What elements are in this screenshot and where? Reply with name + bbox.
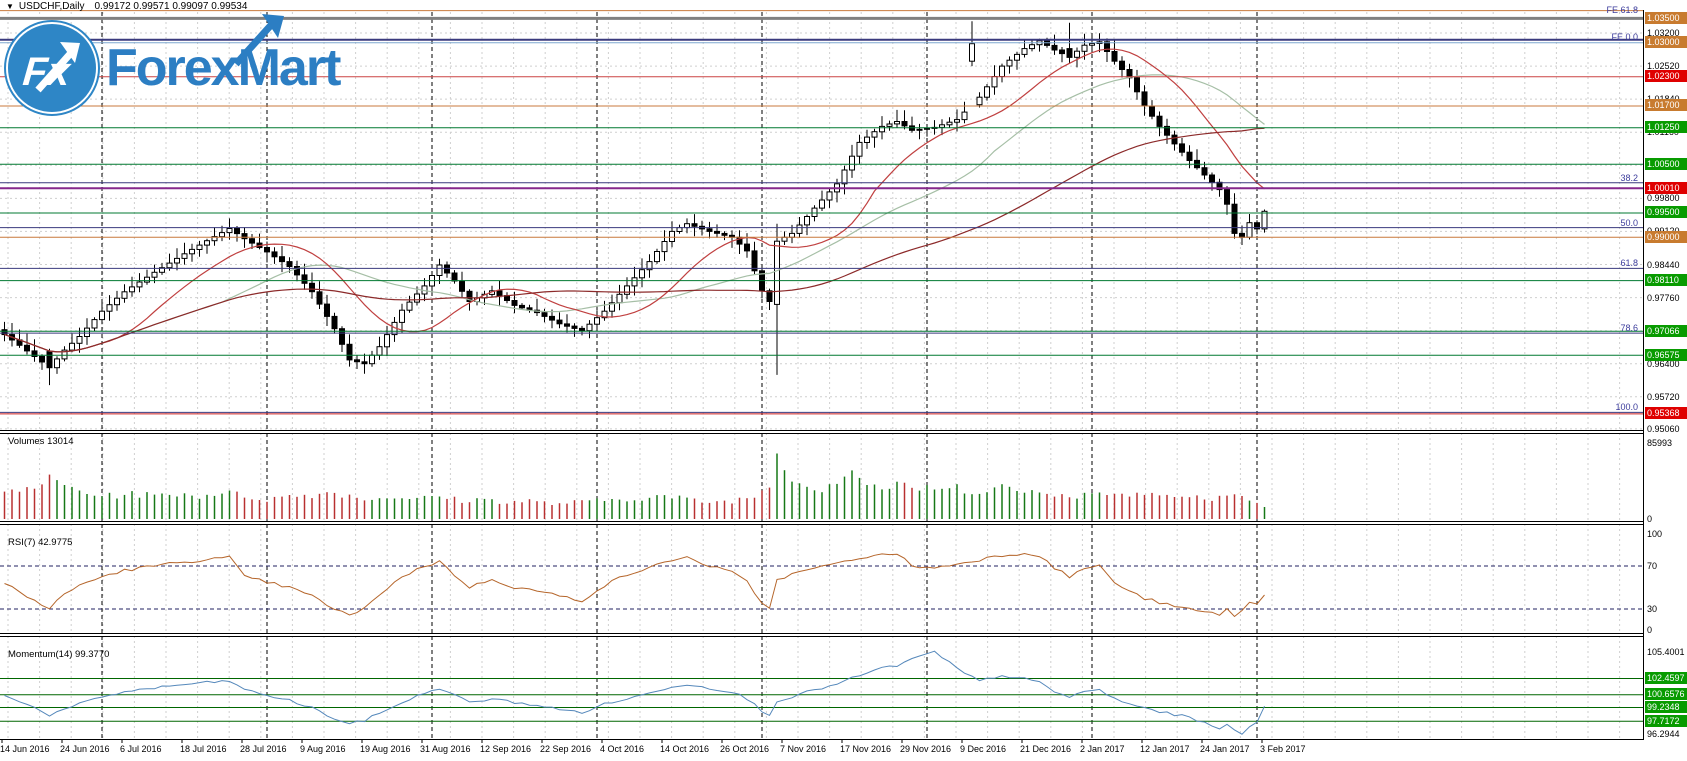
- forexmart-logo: Fx ForexMart: [4, 14, 341, 116]
- rsi-indicator-label: RSI(7) 42.9775: [8, 537, 73, 548]
- momentum-indicator-label: Momentum(14) 99.3770: [8, 649, 110, 660]
- symbol-dropdown-icon[interactable]: ▼: [6, 2, 14, 11]
- forexmart-wordmark: ForexMart: [106, 39, 341, 97]
- volume-indicator-label: Volumes 13014: [8, 436, 74, 447]
- fx-logo-icon: Fx: [4, 20, 100, 116]
- symbol-label: USDCHF,Daily: [18, 1, 85, 12]
- ohlc-values: 0.99172 0.99571 0.99097 0.99534: [94, 1, 248, 12]
- chart-title: ▼ USDCHF,Daily 0.99172 0.99571 0.99097 0.9…: [6, 1, 247, 13]
- fx-arrow-icon: [35, 42, 80, 93]
- wordmark-arrow-icon: [233, 14, 284, 67]
